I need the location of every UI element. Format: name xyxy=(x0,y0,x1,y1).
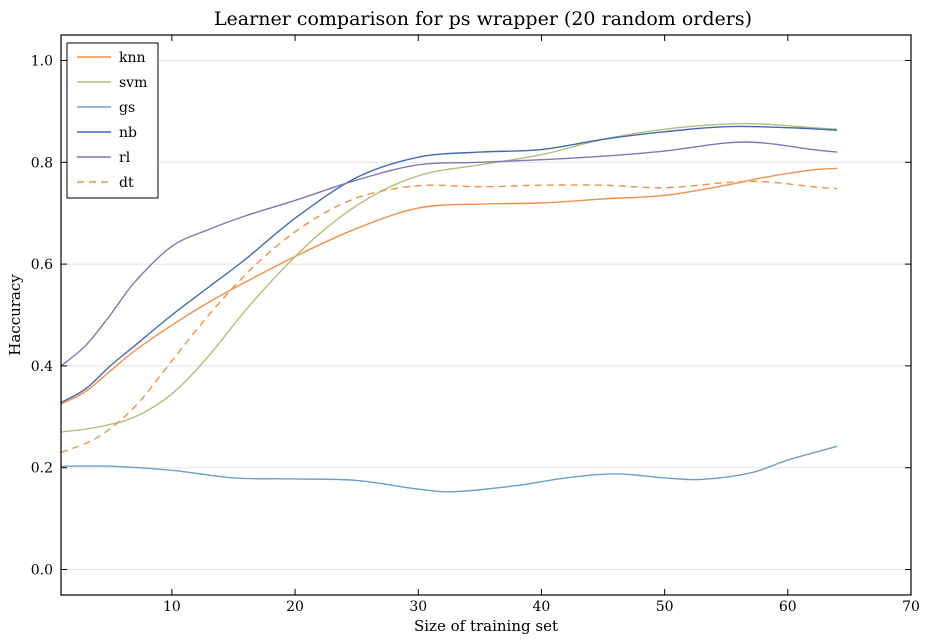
x-tick-label: 70 xyxy=(902,599,920,615)
series-line-knn xyxy=(60,167,838,405)
series-line-dt xyxy=(60,180,838,454)
series-line-gs xyxy=(60,445,838,493)
x-tick-label: 50 xyxy=(656,599,674,615)
plot-frame xyxy=(60,34,912,596)
x-tick-label: 60 xyxy=(779,599,797,615)
y-tick-label: 0.6 xyxy=(31,257,53,273)
y-tick-label: 0.4 xyxy=(31,359,53,375)
axis-ticks: 10 20 30 40 50 60 70 0.0 0.2 0.4 0.6 0.8 1.0 xyxy=(31,35,920,615)
legend: knn svm gs nb rl dt xyxy=(66,42,159,199)
legend-label-dt: dt xyxy=(119,175,134,191)
x-tick-label: 30 xyxy=(409,599,427,615)
x-tick-label: 20 xyxy=(286,599,304,615)
y-tick-label: 0.0 xyxy=(31,563,53,579)
y-axis-label: Haccuracy xyxy=(6,274,24,356)
legend-label-nb: nb xyxy=(119,125,137,141)
x-tick-label: 10 xyxy=(163,599,181,615)
series-line-svm xyxy=(60,122,838,433)
legend-label-knn: knn xyxy=(119,50,146,66)
series-line-rl xyxy=(60,141,838,367)
legend-label-gs: gs xyxy=(119,100,135,116)
y-tick-label: 0.2 xyxy=(31,461,53,477)
legend-label-rl: rl xyxy=(119,150,131,166)
legend-label-svm: svm xyxy=(119,75,147,91)
chart-title: Learner comparison for ps wrapper (20 ra… xyxy=(214,8,752,30)
x-axis-label: Size of training set xyxy=(414,617,558,635)
y-tick-label: 0.8 xyxy=(31,155,53,171)
y-tick-label: 1.0 xyxy=(31,53,53,69)
series-line-nb xyxy=(60,125,838,404)
series-lines xyxy=(60,122,838,493)
legend-box xyxy=(66,42,159,199)
x-tick-label: 40 xyxy=(533,599,551,615)
